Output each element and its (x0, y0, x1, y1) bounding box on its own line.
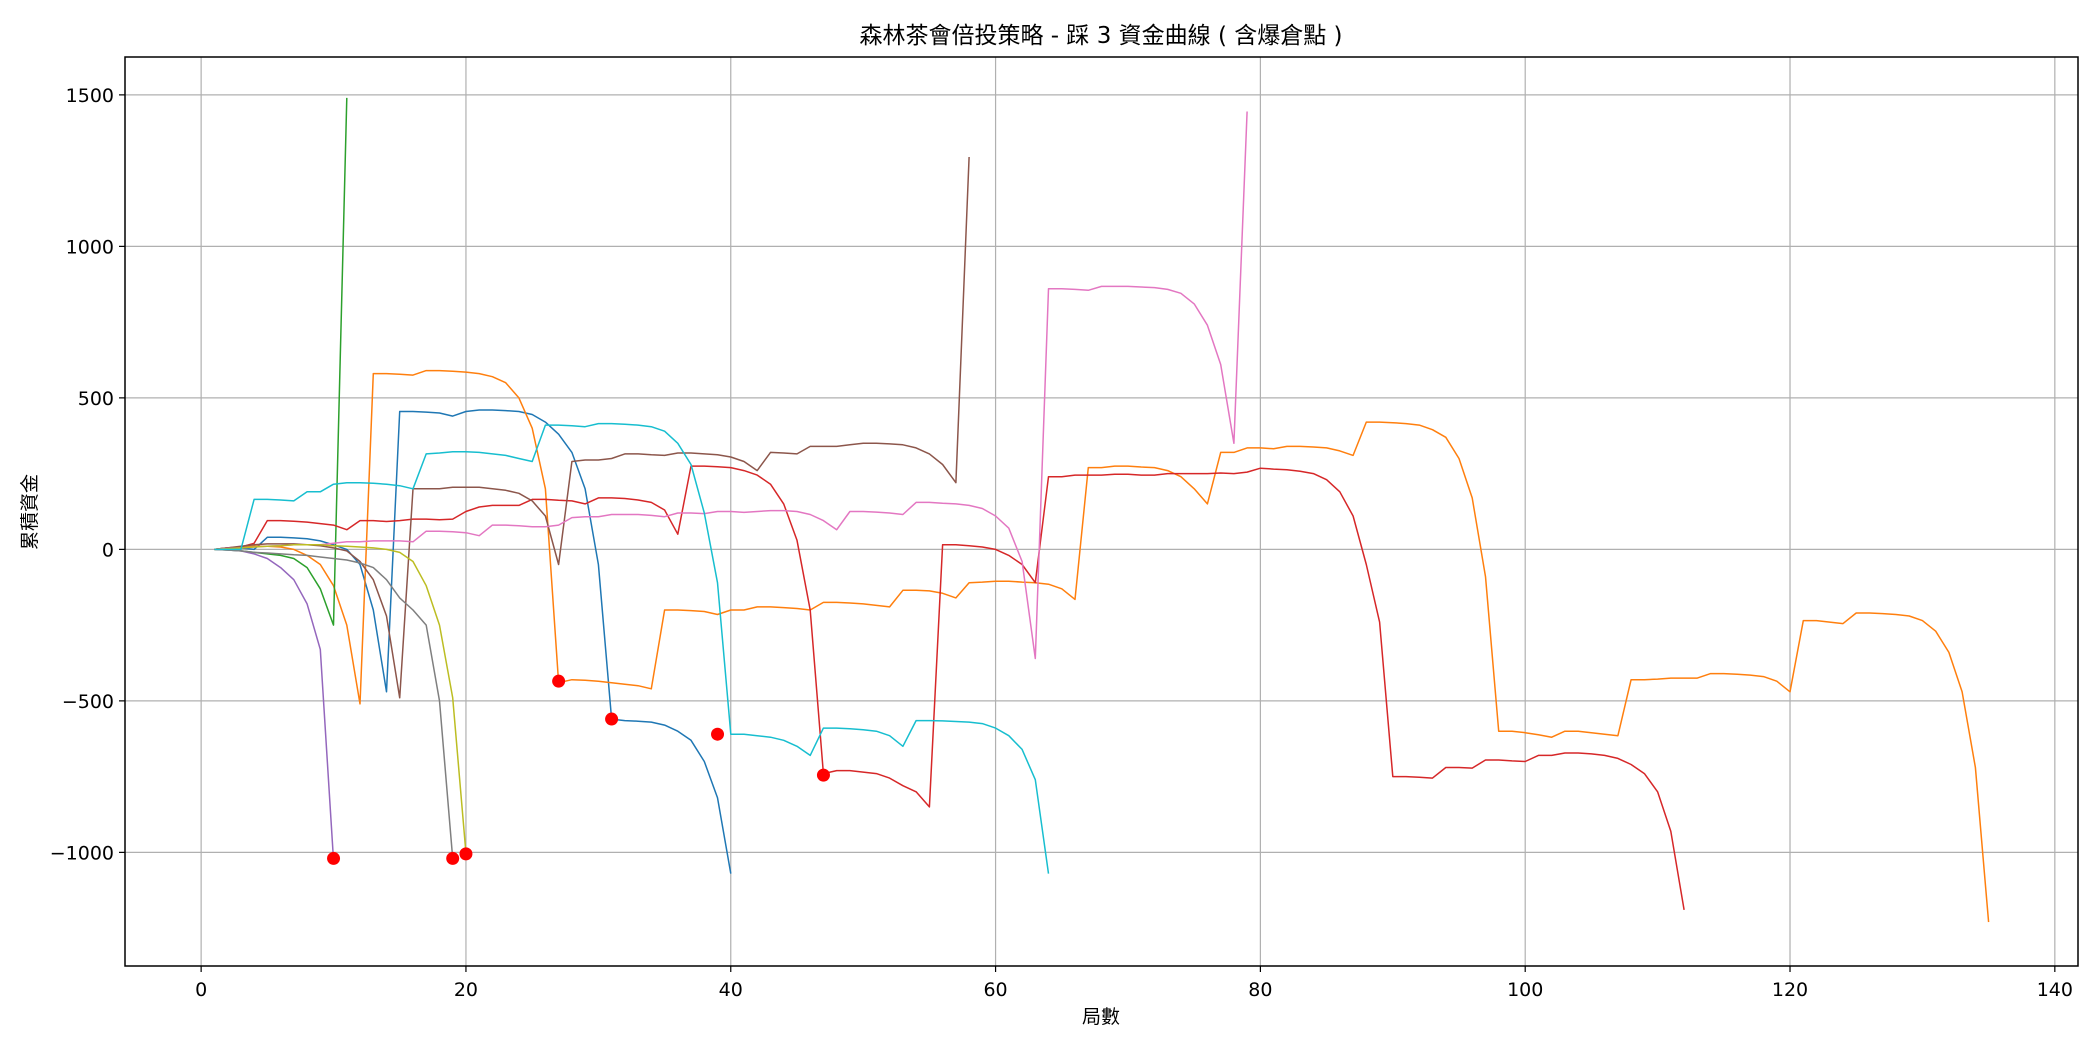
x-tick-label: 60 (983, 979, 1007, 1001)
chart-title: 森林茶會倍投策略 - 踩 3 資金曲線 ( 含爆倉點 ) (859, 23, 1342, 49)
blowup-point-4 (552, 674, 566, 688)
plot-frame (124, 56, 2079, 967)
x-axis-label: 局數 (1082, 1006, 1120, 1028)
blowup-point-2 (446, 851, 460, 865)
x-tick-label: 40 (719, 979, 743, 1001)
blowup-markers (327, 674, 830, 865)
blowup-point-1 (327, 851, 341, 865)
blowup-point-6 (711, 727, 725, 741)
grid (125, 57, 2078, 966)
y-axis-label: 累積資金 (19, 474, 41, 550)
series-line-1 (214, 409, 732, 874)
blowup-point-7 (816, 768, 830, 782)
series-line-2 (214, 369, 1990, 923)
blowup-point-3 (459, 847, 473, 861)
x-tick-label: 80 (1248, 979, 1272, 1001)
x-tick-label: 100 (1507, 979, 1543, 1001)
x-tick-label: 120 (1772, 979, 1808, 1001)
series-line-10 (214, 422, 1050, 874)
axis-ticks: 0 20 40 60 80 100 120 140 −1000 −500 0 500 1000 1500 (50, 85, 2073, 1001)
series-line-4 (214, 465, 1685, 911)
y-tick-label: 1000 (66, 236, 114, 258)
series-line-9 (214, 544, 467, 853)
series-line-6 (214, 156, 970, 699)
y-tick-label: −500 (62, 691, 114, 713)
y-tick-label: −1000 (50, 842, 114, 864)
y-tick-label: 500 (78, 388, 114, 410)
x-tick-label: 20 (454, 979, 478, 1001)
x-tick-label: 140 (2037, 979, 2073, 1001)
y-tick-label: 0 (102, 539, 114, 561)
series-line-7 (214, 111, 1248, 660)
series-line-8 (214, 548, 454, 859)
y-tick-label: 1500 (66, 85, 114, 107)
blowup-point-5 (605, 712, 619, 726)
x-tick-label: 0 (195, 979, 207, 1001)
series-lines (214, 97, 1990, 923)
